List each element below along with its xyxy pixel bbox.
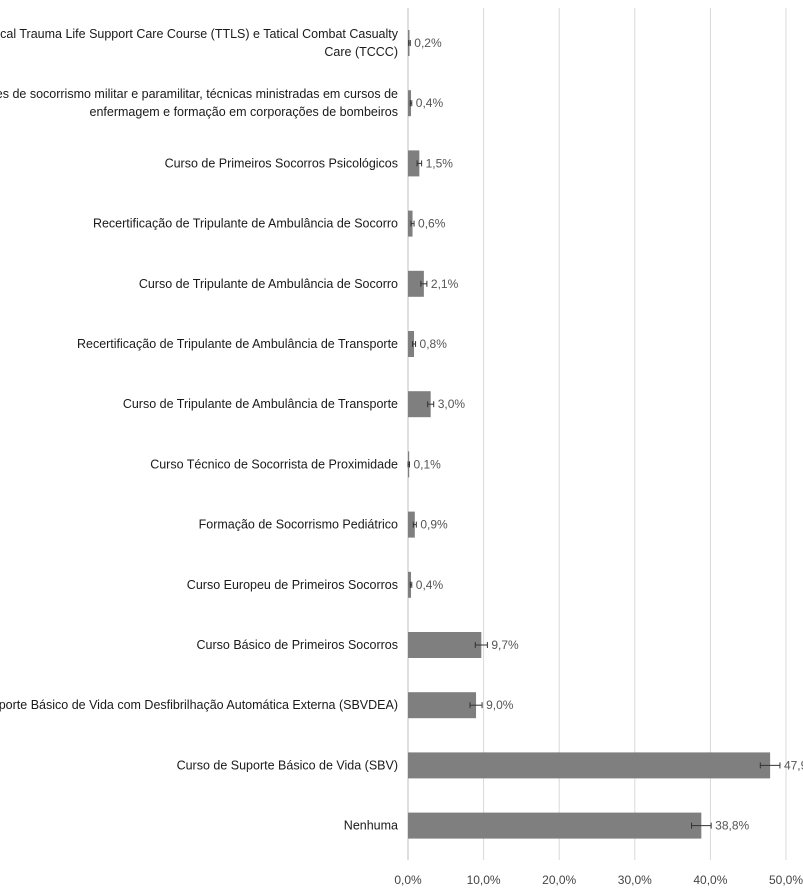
error-bar [469,702,483,709]
category-label: Curso de Tripulante de Ambulância de Soc… [139,277,398,291]
bar [408,752,771,779]
bar [408,812,702,839]
category-label-line: Curso Básico de Primeiros Socorros [197,638,398,652]
category-label: Curso de Suporte Básico de Vida com Desf… [0,698,398,712]
category-label: Formações Tatical Trauma Life Support Ca… [0,27,399,59]
error-bar [420,280,428,287]
bar [408,90,412,117]
bar-layer [407,30,781,839]
x-tick-label: 0,0% [394,873,422,887]
value-label: 3,0% [438,397,466,411]
category-label-line: Curso de Primeiros Socorros Psicológicos [165,156,398,170]
x-tick-label: 30,0% [618,873,652,887]
error-bar [759,762,781,769]
error-bar [409,581,413,588]
error-bar [412,521,417,528]
value-label: 0,9% [420,518,448,532]
category-label: Curso Básico de Primeiros Socorros [197,638,398,652]
value-label: 0,8% [420,337,448,351]
category-label-line: Care (TCCC) [324,45,398,59]
category-label-line: Nenhuma [344,819,398,833]
error-bar [691,822,712,829]
label-layer: 0,2% Formações Tatical Trauma Life Suppor… [0,27,803,833]
category-label: Curso de Suporte Básico de Vida (SBV) [177,758,398,772]
category-label-line: Formações de socorrismo militar e parami… [0,87,398,101]
category-label-line: Formação de Socorrismo Pediátrico [199,518,398,532]
bar [408,150,420,177]
value-label: 0,6% [418,217,446,231]
category-label-line: enfermagem e formação em corporações de … [90,105,398,119]
value-label: 1,5% [426,156,454,170]
category-label: Recertificação de Tripulante de Ambulânc… [93,217,398,231]
bar [408,210,413,237]
error-bar [474,642,488,648]
bar [408,511,415,538]
category-label-line: Recertificação de Tripulante de Ambulânc… [77,337,398,351]
bar [408,632,482,658]
error-bar [427,401,435,408]
tick-layer: 0,0% 10,0% 20,0% 30,0% 40,0% 50,0% [394,873,803,887]
value-label: 0,1% [414,457,442,471]
bar [408,571,412,598]
error-bar [408,40,411,46]
category-label-line: Curso Técnico de Socorrista de Proximida… [150,457,398,471]
category-label: Nenhuma [344,819,398,833]
grid-layer [407,8,787,860]
category-label: Recertificação de Tripulante de Ambulânc… [77,337,398,351]
error-bar [412,341,417,347]
value-label: 47,9% [784,758,803,772]
x-tick-label: 20,0% [542,873,576,887]
category-label-line: Curso de Tripulante de Ambulância de Soc… [139,277,398,291]
category-label: Curso de Tripulante de Ambulância de Tra… [123,397,398,411]
category-label: Formações de socorrismo militar e parami… [0,87,398,119]
bar [408,391,431,418]
error-bar [407,461,411,468]
category-label: Curso de Primeiros Socorros Psicológicos [165,156,398,170]
category-label-line: Curso de Suporte Básico de Vida com Desf… [0,698,398,712]
value-label: 9,0% [486,698,514,712]
x-tick-label: 40,0% [693,873,727,887]
bar [408,692,477,719]
category-label-line: Curso de Suporte Básico de Vida (SBV) [177,758,398,772]
value-label: 0,2% [414,36,442,50]
category-label: Curso Europeu de Primeiros Socorros [187,578,398,592]
category-label-line: Curso de Tripulante de Ambulância de Tra… [123,397,398,411]
bar [408,270,424,297]
bar [408,331,415,357]
value-label: 38,8% [715,819,749,833]
error-bar [409,100,413,107]
category-label-line: Curso Europeu de Primeiros Socorros [187,578,398,592]
value-label: 0,4% [416,578,444,592]
value-label: 0,4% [416,96,444,110]
category-label-line: Recertificação de Tripulante de Ambulânc… [93,217,398,231]
category-label: Curso Técnico de Socorrista de Proximida… [150,457,398,471]
value-label: 2,1% [431,277,459,291]
x-tick-label: 50,0% [769,873,803,887]
value-label: 9,7% [491,638,519,652]
x-tick-label: 10,0% [467,873,501,887]
category-label: Formação de Socorrismo Pediátrico [199,518,398,532]
error-bar [410,220,415,227]
category-label-line: Formações Tatical Trauma Life Support Ca… [0,27,399,41]
error-bar [416,160,423,167]
